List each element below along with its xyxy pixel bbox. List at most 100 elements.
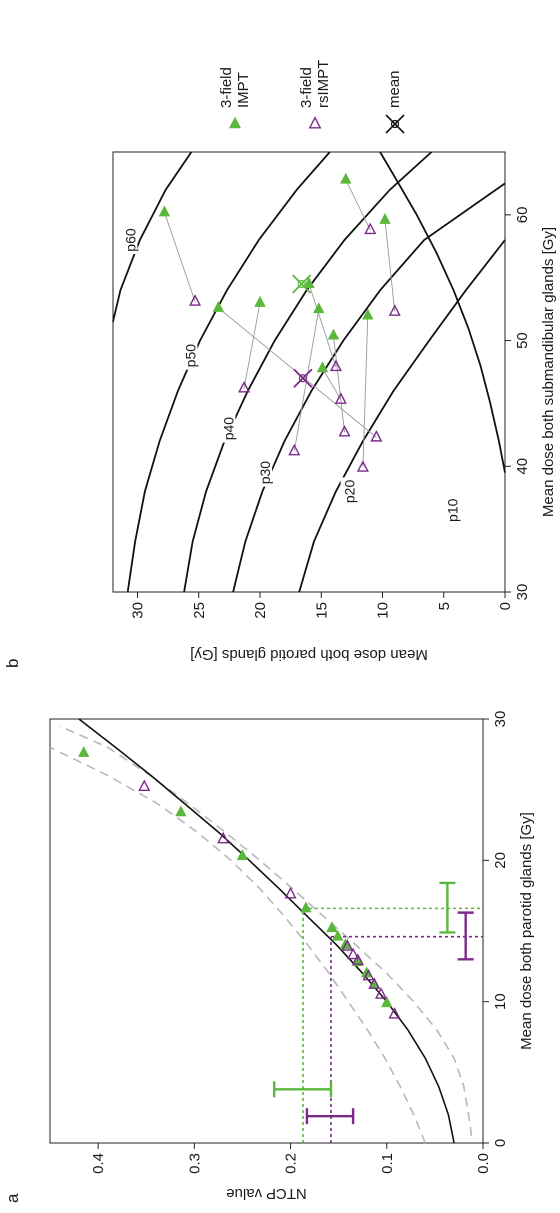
x-tick-label: 30 — [514, 584, 531, 601]
impt-point — [332, 929, 344, 941]
chart-panel-a: 0 10 20 30 0.0 0.1 0.2 0.3 0.4 Mean dose both p… — [49, 711, 535, 1202]
ci-lower-line — [59, 725, 473, 1137]
rsimpt-point — [288, 443, 301, 456]
legend-b: 3-field IMPT 3-field rsIMPT mean — [218, 60, 405, 134]
x-tick-label: 60 — [514, 207, 531, 224]
rsimpt-point — [329, 359, 342, 372]
rsimpt-point — [370, 430, 383, 442]
rsimpt-point — [284, 886, 297, 899]
y-ticks-a: 0.0 0.1 0.2 0.3 0.4 — [90, 1143, 492, 1174]
contour-label-bg — [256, 458, 273, 487]
impt-point — [340, 172, 352, 184]
contour-label-bg — [181, 341, 198, 370]
y-tick-label: 0.0 — [475, 1153, 492, 1174]
pair-connector — [384, 219, 396, 312]
ci-band-a — [49, 725, 473, 1144]
rsimpt-point — [388, 1007, 401, 1019]
x-ticks-a: 0 10 20 30 — [483, 711, 509, 1147]
impt-point — [327, 328, 340, 340]
impt-point — [212, 300, 225, 312]
rsimpt-point — [138, 779, 151, 792]
legend-mean-marker — [385, 114, 405, 134]
x-tick-label: 30 — [492, 711, 509, 728]
chart-panel-b: p10 p20 p30 p40 p50 p60 30 40 50 60 0 5 10 15 20 25 30… — [112, 60, 557, 663]
x-tick-label: 0 — [492, 1139, 509, 1147]
ntcp-curve — [78, 718, 455, 1144]
mean-marker-stroke — [293, 368, 313, 388]
legend-label: 3-field — [218, 67, 235, 108]
x-axis-label-b: Mean dose both submandibular glands [Gy] — [540, 227, 557, 517]
contour-line — [183, 151, 433, 593]
impt-point — [326, 921, 338, 933]
y-tick-label: 10 — [375, 602, 392, 619]
impt-point — [362, 308, 374, 320]
rsimpt-point — [374, 987, 388, 999]
rsimpt-point — [217, 831, 230, 844]
pair-connector — [322, 368, 342, 400]
rsimpt-point — [334, 392, 347, 404]
plot-frame-b — [112, 151, 506, 593]
legend-mean-circle — [390, 119, 400, 129]
contour-label: p30 — [257, 461, 273, 485]
means-b — [292, 274, 313, 388]
rsimpt-point — [356, 460, 369, 472]
x-ticks-b: 30 40 50 60 — [505, 207, 531, 601]
contour-label: p20 — [342, 480, 358, 504]
legend-impt-marker — [228, 116, 242, 129]
impt-point — [77, 745, 90, 757]
pair-connector — [362, 315, 369, 468]
contour-label-bg — [121, 226, 138, 254]
pair-connector — [308, 283, 337, 368]
rsimpt-point — [388, 304, 401, 316]
contour-label: p60 — [122, 228, 138, 252]
impt-point — [175, 805, 187, 817]
pair-connector — [164, 212, 196, 302]
rsimpt-point — [351, 953, 364, 965]
rsimpt-point — [362, 968, 375, 981]
impt-point — [313, 302, 325, 314]
contour-label-bg — [443, 496, 460, 525]
contour-line — [379, 151, 506, 473]
y-tick-label: 0.1 — [379, 1153, 396, 1174]
ntcp-fit-line — [78, 718, 455, 1144]
y-tick-label: 0.3 — [186, 1153, 203, 1174]
x-tick-label: 50 — [514, 332, 531, 349]
x-axis-label-a: Mean dose both parotid glands [Gy] — [518, 812, 535, 1050]
y-axis-label-a: NTCP value — [226, 1185, 307, 1202]
y-tick-label: 25 — [191, 602, 208, 619]
x-tick-label: 40 — [514, 458, 531, 475]
rsimpt-point — [347, 947, 360, 960]
panel-b-label: b — [3, 659, 22, 668]
legend-label: 3-field — [298, 67, 315, 108]
ci-upper-line — [49, 746, 427, 1144]
mean-marker-circle — [298, 374, 307, 383]
rsimpt-point — [338, 424, 351, 437]
y-tick-label: 20 — [252, 602, 269, 619]
contour-label: p50 — [182, 344, 198, 368]
y-tick-label: 30 — [130, 602, 147, 619]
y-ticks-b: 0 5 10 15 20 25 30 — [130, 592, 514, 619]
contour-line — [232, 182, 506, 593]
reference-lines-a — [302, 907, 483, 1143]
panel-a-label: a — [3, 1193, 22, 1203]
contours-b: p10 p20 p30 p40 p50 p60 — [112, 151, 506, 593]
legend-label: IMPT — [235, 72, 252, 108]
y-tick-label: 0.4 — [90, 1153, 107, 1174]
impt-point — [316, 361, 329, 373]
legend-label: mean — [386, 70, 403, 108]
pair-connector — [345, 179, 371, 231]
rsimpt-point — [238, 380, 251, 393]
contour-label-bg — [340, 477, 357, 506]
pair-connector — [293, 309, 320, 452]
contour-line — [298, 239, 506, 593]
legend-rsimpt-marker — [308, 116, 322, 129]
impt-point — [303, 277, 315, 289]
pair-connector — [333, 335, 345, 433]
impt-point — [158, 205, 171, 217]
rsimpt-point — [189, 294, 202, 306]
error-bars-a — [272, 881, 474, 1125]
pair-connector — [243, 302, 261, 389]
rsimpt-point — [368, 977, 381, 989]
y-tick-label: 15 — [313, 602, 330, 619]
